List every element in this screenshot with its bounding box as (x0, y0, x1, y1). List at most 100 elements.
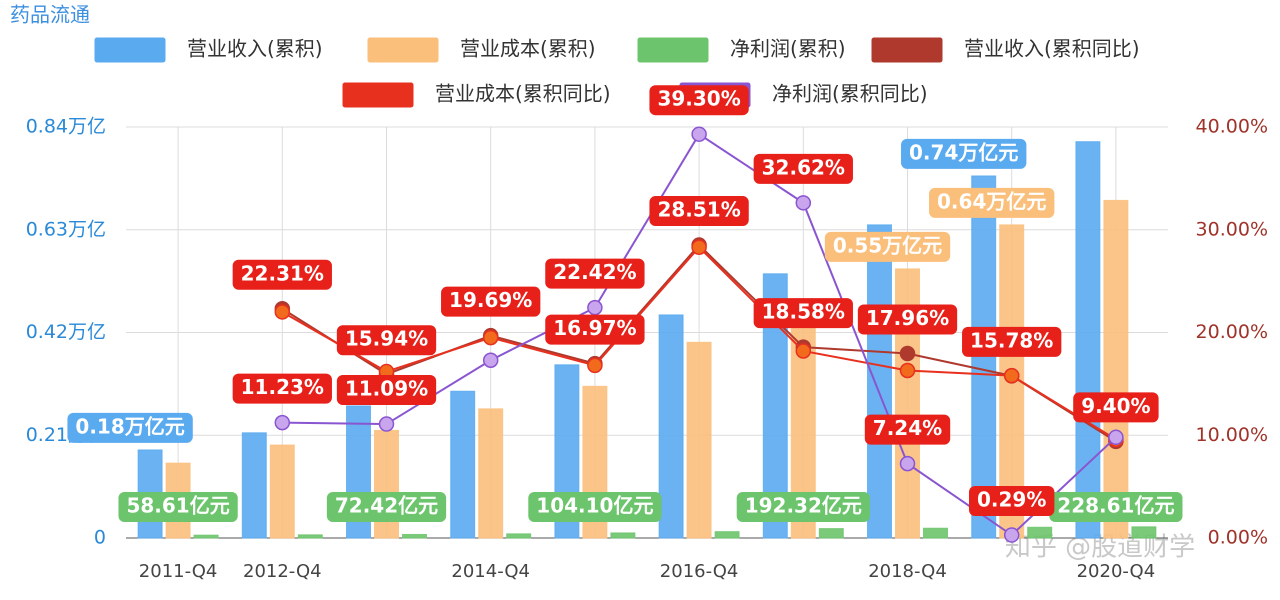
line-marker (1108, 429, 1124, 446)
data-label-box (824, 231, 951, 262)
data-label-box (1073, 392, 1159, 423)
bar (686, 341, 712, 539)
data-label-box (232, 373, 332, 404)
data-label-group: 19.69% (441, 286, 541, 317)
data-label: 0.29% (977, 488, 1046, 512)
data-label-box (336, 325, 437, 356)
data-label: 0.64万亿元 (937, 189, 1046, 213)
line-marker (587, 357, 603, 374)
line-marker (587, 299, 603, 316)
data-label-group: 0.29% (969, 486, 1055, 517)
data-label-box (118, 492, 238, 522)
bar (478, 408, 504, 539)
data-label-group: 15.78% (962, 326, 1062, 357)
bar (867, 224, 892, 539)
line-marker (899, 362, 916, 379)
line-marker (274, 414, 291, 431)
y-tick-label: 0.42万亿 (26, 321, 106, 343)
data-label-box (929, 187, 1055, 218)
data-label: 16.97% (553, 316, 636, 340)
data-label-group: 11.09% (336, 375, 437, 406)
x-tick-label: 2011-Q4 (139, 561, 218, 582)
data-label: 11.09% (345, 377, 428, 401)
data-label-box (736, 492, 870, 522)
data-label-group: 228.61亿元 (1049, 492, 1183, 522)
line-marker (378, 416, 395, 432)
data-label-group: 39.30% (649, 85, 749, 116)
data-label-box (857, 304, 958, 335)
bar (971, 175, 997, 539)
data-label: 192.32亿元 (745, 494, 862, 518)
x-tick-label: 2020-Q4 (1077, 561, 1156, 582)
line-marker (1003, 367, 1020, 384)
data-label: 58.61亿元 (126, 494, 229, 518)
legend-label: 营业收入(累积同比) (964, 37, 1140, 61)
data-label-group: 192.32亿元 (736, 492, 870, 522)
data-label-group: 0.18万亿元 (67, 412, 193, 443)
line-marker (795, 343, 812, 359)
data-label-group: 9.40% (1073, 392, 1159, 423)
legend-swatch (342, 82, 414, 108)
x-tick-label: 2018-Q4 (868, 561, 947, 582)
y-tick-label: 0.84万亿 (26, 116, 106, 138)
x-tick-label: 2012-Q4 (243, 561, 322, 582)
line-marker (482, 352, 499, 368)
bar (269, 444, 295, 539)
data-label-group: 0.74万亿元 (901, 138, 1027, 169)
data-label: 72.42亿元 (335, 494, 438, 518)
legend-label: 营业收入(累积) (187, 37, 323, 61)
data-label-box (528, 492, 662, 522)
chart-title: 药品流通 (10, 3, 90, 27)
line-marker (691, 239, 707, 255)
data-label-group: 7.24% (864, 414, 951, 445)
data-label-group: 72.42亿元 (326, 492, 447, 522)
data-label: 11.23% (241, 375, 324, 399)
data-label-group: 0.64万亿元 (929, 187, 1055, 218)
data-label-box (336, 375, 437, 406)
data-label: 104.10亿元 (536, 494, 653, 518)
line-marker (899, 345, 916, 362)
data-label-group: 22.31% (232, 259, 332, 290)
y-tick-label: 0.63万亿 (26, 218, 106, 240)
data-label-box (545, 258, 645, 289)
data-label-group: 58.61亿元 (118, 492, 238, 522)
data-label: 39.30% (657, 87, 740, 111)
bar (610, 532, 636, 539)
data-label: 15.94% (345, 327, 428, 351)
data-label-group: 11.23% (232, 373, 332, 404)
x-tick-label: 2016-Q4 (660, 561, 739, 582)
data-label: 22.42% (553, 260, 636, 284)
y-tick-label: 0 (94, 527, 106, 549)
data-label-group: 18.58% (753, 298, 853, 329)
legend-label: 净利润(累积同比) (772, 82, 928, 106)
data-label: 17.96% (866, 306, 949, 330)
data-label-group: 17.96% (857, 304, 958, 335)
bar (923, 527, 948, 539)
data-label-group: 0.55万亿元 (824, 231, 951, 262)
bar (1103, 199, 1129, 539)
legend-label: 营业成本(累积同比) (435, 82, 611, 106)
data-label-group: 32.62% (753, 153, 853, 184)
y2-tick-label: 0.00% (1208, 527, 1268, 549)
data-label-group: 28.51% (649, 196, 749, 227)
data-label-box (1049, 492, 1183, 522)
line-marker (899, 455, 916, 472)
legend-swatch (871, 37, 943, 63)
bar (193, 534, 219, 539)
data-label-box (864, 414, 951, 445)
bar (297, 534, 323, 539)
data-label-box (753, 298, 853, 329)
line-marker (795, 195, 812, 211)
data-label-box (753, 153, 853, 184)
bar (658, 314, 684, 539)
data-label-box (649, 196, 749, 227)
data-label-group: 15.94% (336, 325, 437, 356)
data-label-box (67, 412, 193, 443)
data-label: 0.55万亿元 (833, 233, 942, 257)
data-label-group: 104.10亿元 (528, 492, 662, 522)
data-label: 22.31% (241, 261, 324, 285)
data-label: 28.51% (657, 198, 740, 222)
y2-tick-label: 10.00% (1196, 424, 1268, 446)
line-marker (274, 304, 291, 320)
bar (402, 533, 427, 539)
